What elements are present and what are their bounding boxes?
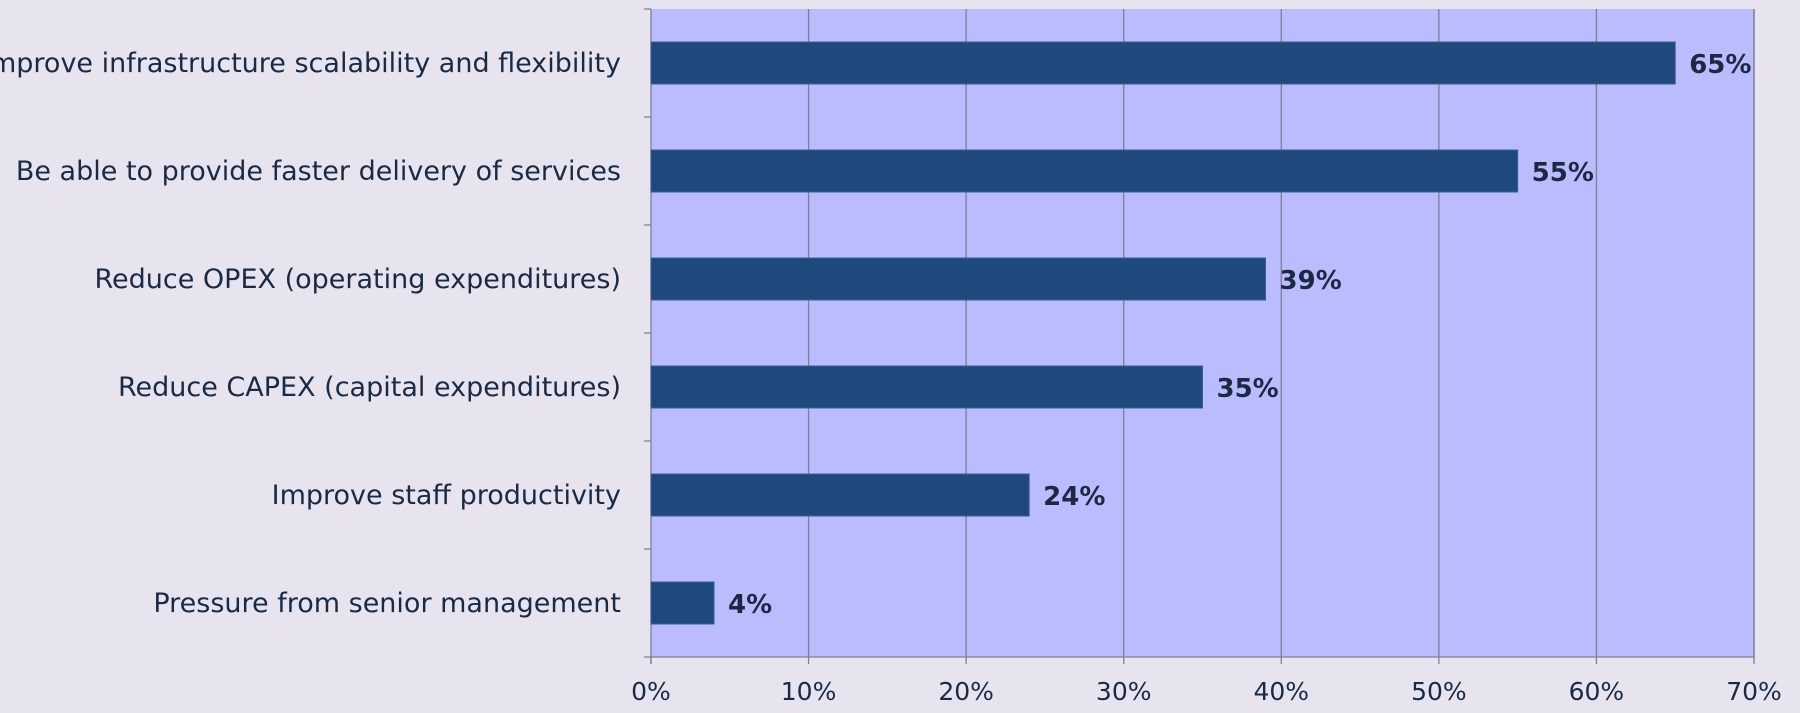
- plot-area: [651, 9, 1754, 657]
- data-label: 65%: [1689, 50, 1751, 80]
- labels: Improve infrastructure scalability and f…: [0, 48, 1751, 620]
- category-label: Pressure from senior management: [153, 588, 621, 619]
- bar: [650, 149, 1519, 193]
- bar: [650, 257, 1267, 301]
- bar: [650, 473, 1030, 517]
- axes: 0% 10% 20% 30% 40% 50% 60% 70%: [631, 8, 1782, 706]
- bars: [650, 41, 1676, 625]
- category-label: Reduce CAPEX (capital expenditures): [118, 372, 621, 403]
- x-tick-label: 70%: [1726, 677, 1782, 706]
- x-tick-label: 60%: [1569, 677, 1625, 706]
- data-label: 24%: [1043, 482, 1105, 512]
- data-label: 55%: [1532, 158, 1594, 188]
- x-tick-label: 0%: [631, 677, 671, 706]
- bar: [650, 365, 1203, 409]
- x-tick-label: 30%: [1096, 677, 1152, 706]
- data-label: 35%: [1217, 374, 1279, 404]
- category-label: Improve staff productivity: [272, 480, 621, 511]
- category-label: Reduce OPEX (operating expenditures): [94, 264, 621, 295]
- data-label: 4%: [728, 590, 772, 620]
- category-label: Be able to provide faster delivery of se…: [16, 156, 621, 187]
- bar: [650, 41, 1676, 85]
- category-label: Improve infrastructure scalability and f…: [0, 48, 621, 79]
- x-tick-label: 50%: [1411, 677, 1467, 706]
- data-label: 39%: [1280, 266, 1342, 296]
- x-tick-label: 10%: [781, 677, 837, 706]
- x-tick-label: 20%: [938, 677, 994, 706]
- bar: [650, 581, 715, 625]
- x-tick-label: 40%: [1253, 677, 1309, 706]
